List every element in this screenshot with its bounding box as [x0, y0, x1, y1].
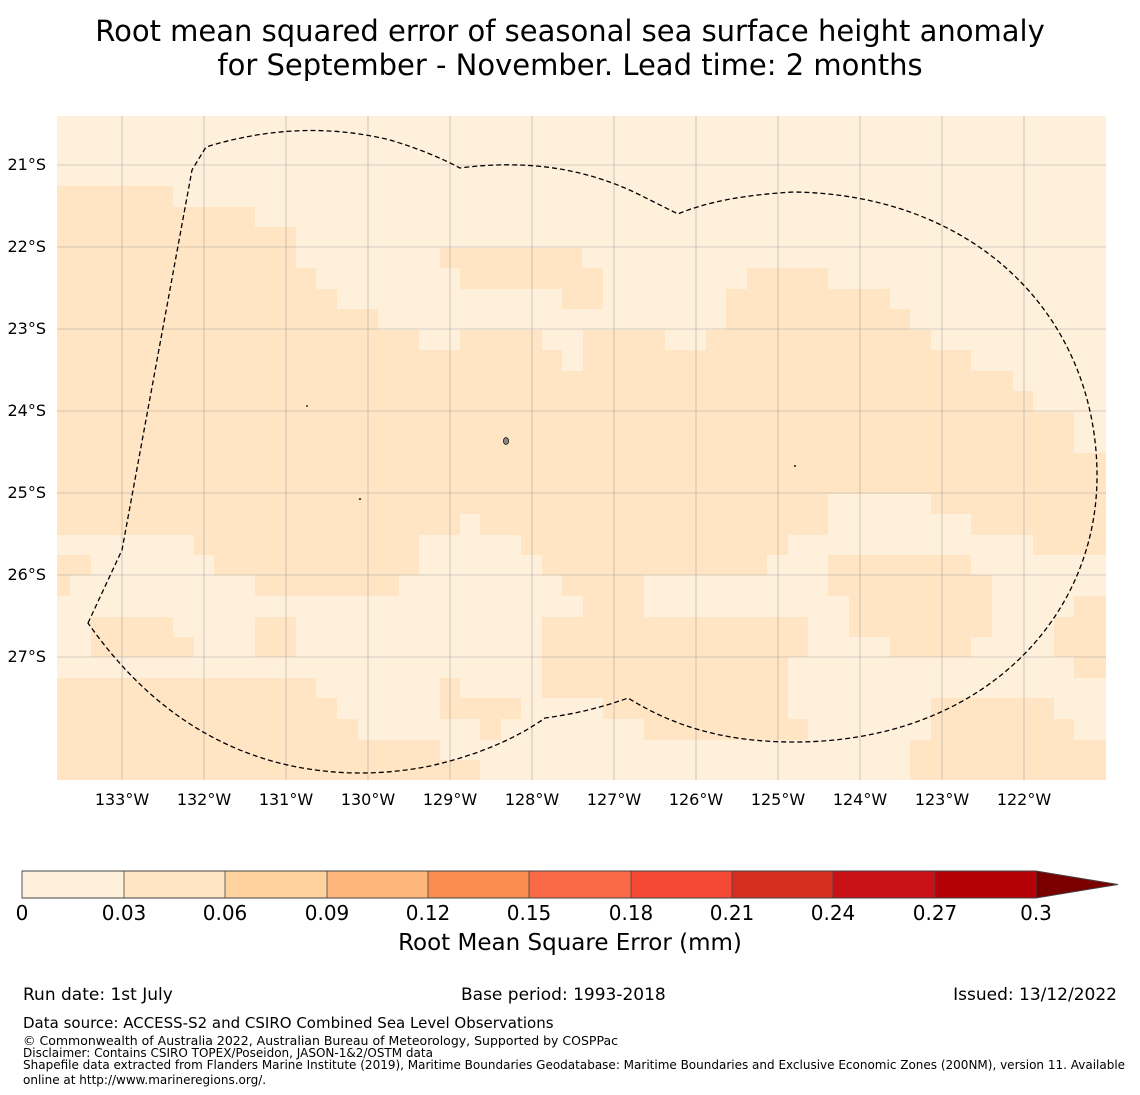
- lon-label-127w: 127°W: [586, 790, 642, 809]
- disclaimer: Disclaimer: Contains CSIRO TOPEX/Poseido…: [23, 1046, 433, 1060]
- chart-title: Root mean squared error of seasonal sea …: [0, 14, 1140, 82]
- colorbar: [21, 870, 1119, 899]
- colorbar-tick: 0.27: [912, 901, 958, 925]
- shapefile-credit-2: online at http://www.marineregions.org/.: [23, 1073, 267, 1087]
- colorbar-tick: 0.09: [304, 901, 350, 925]
- lat-label-25s: 25°S: [7, 483, 46, 502]
- island-icon: [503, 437, 509, 445]
- colorbar-tick: 0.06: [202, 901, 248, 925]
- title-line-2: for September - November. Lead time: 2 m…: [217, 48, 923, 82]
- lon-label-126w: 126°W: [668, 790, 724, 809]
- run-date: Run date: 1st July: [23, 985, 173, 1005]
- title-line-1: Root mean squared error of seasonal sea …: [95, 14, 1045, 48]
- lon-label-133w: 133°W: [94, 790, 150, 809]
- lat-label-22s: 22°S: [7, 237, 46, 256]
- lat-label-26s: 26°S: [7, 565, 46, 584]
- colorbar-tick: 0.3: [1020, 901, 1052, 925]
- data-source: Data source: ACCESS-S2 and CSIRO Combine…: [23, 1014, 554, 1032]
- colorbar-tick: 0.18: [608, 901, 654, 925]
- lat-label-27s: 27°S: [7, 647, 46, 666]
- issued-date: Issued: 13/12/2022: [953, 985, 1117, 1005]
- lon-label-130w: 130°W: [340, 790, 396, 809]
- islet-icon: [306, 405, 308, 407]
- islet-icon: [358, 498, 362, 500]
- eez-boundary: [87, 129, 1098, 774]
- gridlines: [57, 116, 1106, 780]
- shapefile-credit-1: Shapefile data extracted from Flanders M…: [23, 1058, 1126, 1072]
- colorbar-tick: 0.03: [101, 901, 147, 925]
- colorbar-tick: 0.21: [709, 901, 755, 925]
- lon-label-129w: 129°W: [422, 790, 478, 809]
- lon-label-125w: 125°W: [750, 790, 806, 809]
- colorbar-tick: 0.24: [810, 901, 856, 925]
- rmse-region-003-006: [57, 186, 1106, 780]
- colorbar-tick: 0: [15, 901, 29, 925]
- islet-icon: [793, 465, 797, 467]
- lat-label-21s: 21°S: [7, 155, 46, 174]
- lon-label-122w: 122°W: [996, 790, 1052, 809]
- lon-label-124w: 124°W: [832, 790, 888, 809]
- lon-label-132w: 132°W: [176, 790, 232, 809]
- lat-label-23s: 23°S: [7, 319, 46, 338]
- lat-label-24s: 24°S: [7, 401, 46, 420]
- colorbar-tick: 0.12: [405, 901, 451, 925]
- lon-label-131w: 131°W: [258, 790, 314, 809]
- colorbar-tick: 0.15: [506, 901, 552, 925]
- base-period: Base period: 1993-2018: [461, 985, 666, 1005]
- copyright: © Commonwealth of Australia 2022, Austra…: [23, 1033, 618, 1048]
- lon-label-128w: 128°W: [504, 790, 560, 809]
- colorbar-label: Root Mean Square Error (mm): [398, 930, 742, 956]
- lon-label-123w: 123°W: [914, 790, 970, 809]
